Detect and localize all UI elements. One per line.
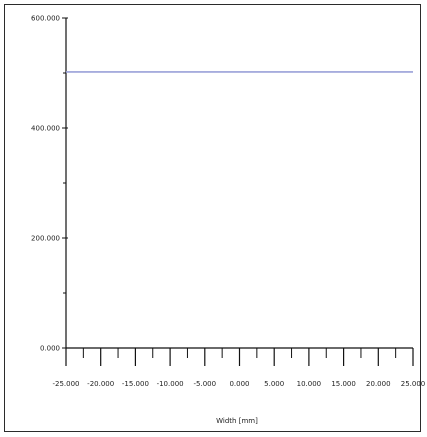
y-tick-label: 400.000 [31,125,60,133]
x-tick-label: -20.000 [87,380,114,388]
x-tick-label: 5.000 [264,380,284,388]
x-tick-label: 15.000 [331,380,356,388]
chart-frame [4,4,421,432]
x-axis-label: Width [mm] [216,417,258,425]
x-tick-label: -25.000 [52,380,79,388]
x-tick-label: -15.000 [122,380,149,388]
x-tick-label: 20.000 [366,380,391,388]
axes [62,17,414,366]
tick-labels: 0.000 200.000 400.000 600.000 -25.000 -20.000… [31,15,425,389]
y-tick-label: 200.000 [31,235,60,243]
y-tick-label: 0.000 [40,345,60,353]
y-tick-label: 600.000 [31,15,60,23]
x-tick-label: 25.000 [401,380,426,388]
x-tick-label: -10.000 [157,380,184,388]
x-tick-label: -5.000 [194,380,217,388]
x-tick-label: 10.000 [297,380,322,388]
x-tick-label: 0.000 [229,380,249,388]
